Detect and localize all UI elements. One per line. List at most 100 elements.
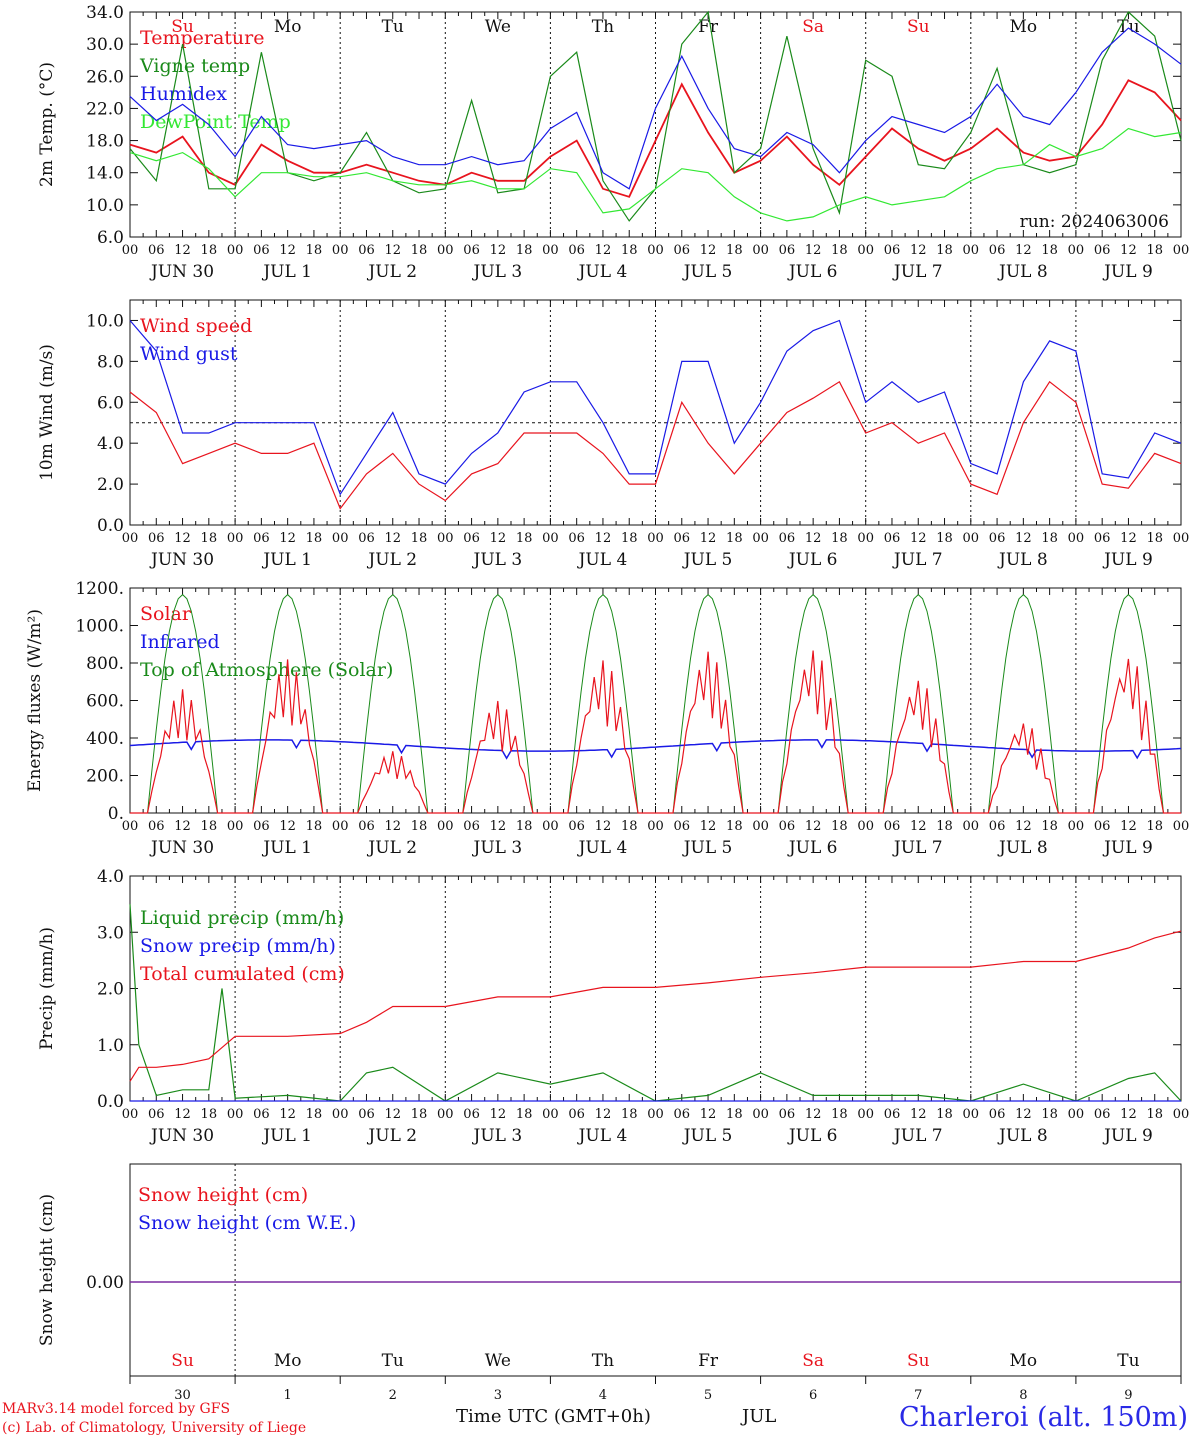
- x-hour-label: 18: [201, 531, 218, 546]
- x-hour-label: 00: [542, 531, 559, 546]
- day-name-label: Tu: [382, 17, 404, 37]
- x-hour-label: 18: [516, 243, 533, 258]
- x-hour-label: 18: [726, 243, 743, 258]
- x-hour-label: 12: [805, 243, 822, 258]
- legend-entry: Wind speed: [140, 315, 252, 337]
- series-line-infrared: [129, 739, 1182, 760]
- legend-entry: Snow height (cm W.E.): [138, 1212, 356, 1234]
- y-tick-label: 10.0: [86, 196, 124, 216]
- x-date-label: JUL 2: [366, 550, 417, 570]
- x-hour-label: 00: [227, 1107, 244, 1122]
- x-hour-label: 00: [963, 243, 980, 258]
- x-hour-label: 00: [1173, 1107, 1190, 1122]
- day-name-label: Su: [171, 17, 194, 37]
- x-hour-label: 00: [752, 819, 769, 834]
- x-hour-label: 12: [1120, 1107, 1137, 1122]
- x-date-label: JUL 2: [366, 1126, 417, 1146]
- x-hour-label: 00: [752, 531, 769, 546]
- x-hour-label: 00: [227, 819, 244, 834]
- x-hour-label: 06: [1094, 243, 1111, 258]
- x-date-label: JUN 30: [149, 550, 214, 570]
- x-hour-label: 06: [253, 1107, 270, 1122]
- x-day-number: 6: [809, 1388, 817, 1403]
- y-axis-title: 10m Wind (m/s): [37, 344, 57, 481]
- day-name-label: Sa: [802, 17, 824, 37]
- x-hour-label: 06: [1094, 1107, 1111, 1122]
- x-hour-label: 18: [201, 1107, 218, 1122]
- x-hour-label: 06: [1094, 819, 1111, 834]
- x-day-number: 8: [1019, 1388, 1027, 1403]
- x-hour-label: 12: [490, 1107, 507, 1122]
- x-hour-label: 12: [700, 531, 717, 546]
- x-hour-label: 18: [411, 1107, 428, 1122]
- x-hour-label: 12: [700, 243, 717, 258]
- x-hour-label: 00: [857, 531, 874, 546]
- x-hour-label: 00: [122, 1107, 139, 1122]
- x-hour-label: 06: [253, 819, 270, 834]
- x-hour-label: 00: [227, 531, 244, 546]
- x-date-label: JUL 6: [787, 1126, 838, 1146]
- x-hour-label: 06: [779, 1107, 796, 1122]
- x-hour-label: 12: [595, 1107, 612, 1122]
- x-day-number: 30: [174, 1388, 191, 1403]
- y-tick-label: 6.0: [97, 228, 124, 248]
- x-hour-label: 18: [1041, 243, 1058, 258]
- x-hour-label: 00: [332, 243, 349, 258]
- x-hour-label: 18: [306, 531, 323, 546]
- legend-entry: Temperature: [140, 27, 264, 49]
- x-day-number: 1: [284, 1388, 292, 1403]
- legend-entry: Humidex: [140, 83, 227, 105]
- x-date-label: JUL 9: [1102, 262, 1153, 282]
- x-hour-label: 00: [963, 531, 980, 546]
- x-hour-label: 12: [805, 531, 822, 546]
- y-tick-label: 22.0: [86, 99, 124, 119]
- y-tick-label: 14.0: [86, 164, 124, 184]
- y-tick-label: 2.0: [97, 475, 124, 495]
- x-hour-label: 12: [1120, 819, 1137, 834]
- legend-entry: Vigne temp: [139, 55, 250, 77]
- x-hour-label: 06: [674, 531, 691, 546]
- x-hour-label: 12: [595, 819, 612, 834]
- y-tick-label: 1000.: [75, 617, 124, 637]
- y-tick-label: 34.0: [86, 3, 124, 23]
- x-hour-label: 00: [647, 531, 664, 546]
- x-hour-label: 00: [122, 819, 139, 834]
- x-date-label: JUL 8: [997, 262, 1048, 282]
- x-hour-label: 18: [936, 1107, 953, 1122]
- x-hour-label: 12: [279, 1107, 296, 1122]
- y-tick-label: 0.0: [97, 1092, 124, 1112]
- x-date-label: JUL 5: [682, 262, 733, 282]
- month-label: JUL: [742, 1406, 777, 1427]
- y-tick-label: 18.0: [86, 132, 124, 152]
- x-hour-label: 18: [936, 819, 953, 834]
- x-hour-label: 12: [279, 819, 296, 834]
- x-hour-label: 18: [831, 243, 848, 258]
- x-hour-label: 06: [148, 819, 165, 834]
- x-date-label: JUL 7: [892, 550, 943, 570]
- y-axis-title: Precip (mm/h): [37, 927, 57, 1050]
- y-tick-label: 800.: [86, 654, 124, 674]
- x-hour-label: 12: [910, 531, 927, 546]
- x-date-label: JUL 7: [892, 838, 943, 858]
- x-hour-label: 00: [963, 819, 980, 834]
- y-tick-label: 0.0: [97, 516, 124, 536]
- x-date-label: JUN 30: [149, 838, 214, 858]
- legend-entry: Snow precip (mm/h): [140, 935, 336, 957]
- x-hour-label: 12: [384, 819, 401, 834]
- x-hour-label: 00: [857, 819, 874, 834]
- y-tick-label: 200.: [86, 767, 124, 787]
- y-tick-label: 0.: [108, 804, 124, 824]
- x-hour-label: 12: [1120, 243, 1137, 258]
- x-hour-label: 06: [358, 1107, 375, 1122]
- x-date-label: JUL 5: [682, 550, 733, 570]
- x-hour-label: 12: [174, 243, 191, 258]
- x-date-label: JUL 9: [1102, 838, 1153, 858]
- x-hour-label: 12: [1015, 243, 1032, 258]
- x-hour-label: 00: [1173, 531, 1190, 546]
- x-hour-label: 06: [1094, 531, 1111, 546]
- x-hour-label: 18: [1041, 819, 1058, 834]
- x-hour-label: 00: [647, 1107, 664, 1122]
- series-line-2: [129, 930, 1182, 1082]
- legend-entry: Liquid precip (mm/h): [140, 907, 344, 929]
- x-date-label: JUL 2: [366, 262, 417, 282]
